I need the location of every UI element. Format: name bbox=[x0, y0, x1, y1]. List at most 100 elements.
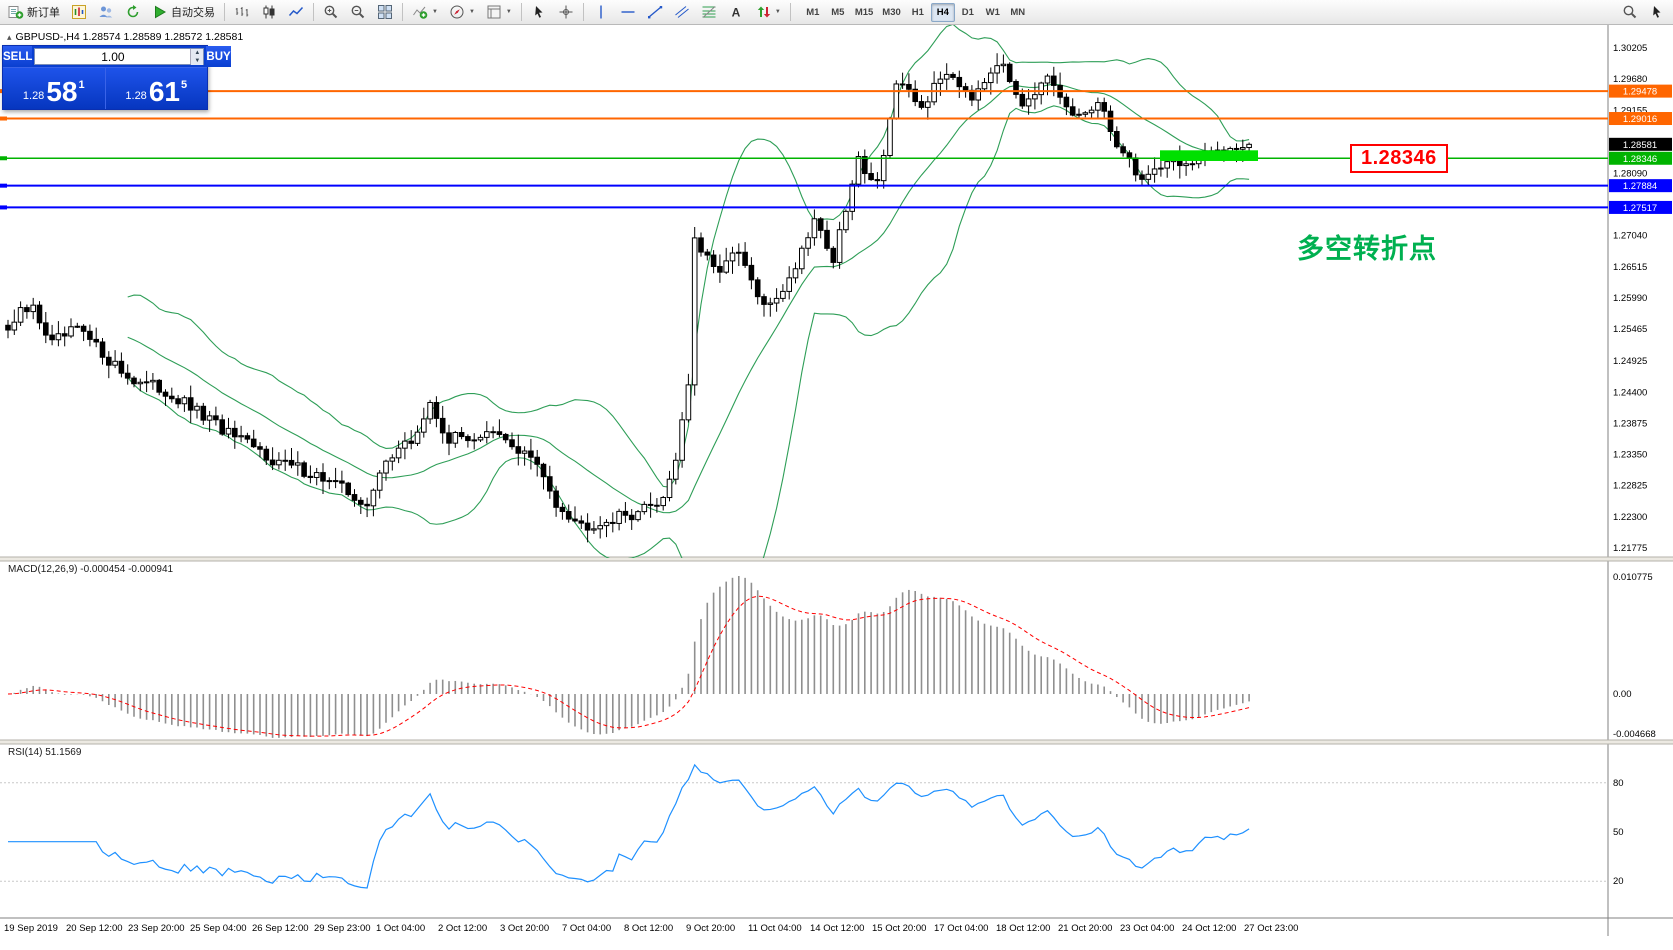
refresh-button[interactable] bbox=[120, 2, 146, 23]
sell-button[interactable]: SELL bbox=[3, 46, 33, 67]
templates-button[interactable]: ▼ bbox=[481, 2, 517, 23]
svg-text:1.27884: 1.27884 bbox=[1623, 181, 1657, 192]
svg-text:23 Sep 20:00: 23 Sep 20:00 bbox=[128, 923, 185, 934]
turning-point-annotation: 多空转折点 bbox=[1297, 234, 1437, 264]
svg-text:80: 80 bbox=[1613, 778, 1624, 789]
vline-button[interactable] bbox=[588, 2, 614, 23]
svg-text:0.010775: 0.010775 bbox=[1613, 572, 1653, 583]
timeframe-m1-button[interactable]: M1 bbox=[806, 6, 820, 18]
macd-panel[interactable] bbox=[0, 561, 1608, 740]
crosshair-button[interactable] bbox=[553, 2, 579, 23]
new-chart-button[interactable] bbox=[66, 2, 92, 23]
panel-divider[interactable] bbox=[0, 740, 1673, 744]
svg-text:1.25465: 1.25465 bbox=[1613, 324, 1647, 335]
time-axis[interactable] bbox=[0, 918, 1608, 936]
new-order-button[interactable]: 新订单 bbox=[3, 2, 65, 23]
trendline-icon bbox=[647, 4, 663, 20]
line-chart-button[interactable] bbox=[283, 2, 309, 23]
sell-price-button[interactable]: 1.28 58 1 bbox=[3, 68, 106, 109]
trendline-button[interactable] bbox=[642, 2, 668, 23]
svg-text:1.27517: 1.27517 bbox=[1623, 203, 1657, 214]
chevron-down-icon[interactable]: ▼ bbox=[505, 9, 512, 15]
one-click-collapse-icon[interactable]: ▴ bbox=[7, 31, 12, 42]
chevron-down-icon[interactable]: ▼ bbox=[468, 9, 475, 15]
buy-price-button[interactable]: 1.28 61 5 bbox=[105, 68, 207, 109]
objects-button[interactable]: ▼ bbox=[444, 2, 480, 23]
sell-price-prefix: 1.28 bbox=[22, 90, 45, 102]
zoom-in-button[interactable] bbox=[318, 2, 344, 23]
timeframe-m15-button[interactable]: M15 bbox=[854, 6, 874, 18]
svg-text:1 Oct 04:00: 1 Oct 04:00 bbox=[376, 923, 425, 934]
candle-chart-button[interactable] bbox=[256, 2, 282, 23]
buy-button[interactable]: BUY bbox=[206, 46, 231, 67]
horizontal-levels[interactable] bbox=[0, 89, 1608, 210]
text-button[interactable]: A bbox=[723, 2, 749, 23]
main-chart-panel[interactable] bbox=[0, 25, 1608, 557]
panel-divider[interactable] bbox=[0, 557, 1673, 561]
toolbar-separator bbox=[313, 3, 314, 21]
search-icon bbox=[1622, 4, 1638, 20]
volume-up-button[interactable]: ▲ bbox=[191, 49, 204, 57]
timeframe-m5-button[interactable]: M5 bbox=[831, 6, 845, 18]
arrows-icon bbox=[755, 4, 771, 20]
candles-layer[interactable] bbox=[5, 53, 1252, 543]
rsi-indicator-label: RSI(14) 51.1569 bbox=[8, 747, 82, 758]
toolbar-separator bbox=[520, 3, 522, 21]
profiles-button[interactable] bbox=[93, 2, 119, 23]
price-axis[interactable] bbox=[1608, 25, 1673, 918]
macd-signal-line bbox=[7, 595, 1250, 737]
macd-axis: 0.010775 0.00 -0.004668 bbox=[1613, 572, 1656, 740]
main-toolbar: 新订单 自动交易 ▼ ▼ ▼ A ▼ M1 M5 M15 M30 H1 H4 D1 W1 MN bbox=[0, 0, 1673, 25]
tile-windows-button[interactable] bbox=[372, 2, 398, 23]
one-click-header: SELL ▲ ▼ BUY bbox=[3, 46, 231, 68]
svg-text:1.30205: 1.30205 bbox=[1613, 43, 1647, 54]
timeframe-h4-button[interactable]: H4 bbox=[930, 2, 955, 22]
buy-price-prefix: 1.28 bbox=[125, 90, 147, 102]
svg-text:1.28346: 1.28346 bbox=[1623, 154, 1657, 165]
tile-icon bbox=[377, 4, 393, 20]
svg-text:3 Oct 20:00: 3 Oct 20:00 bbox=[500, 923, 549, 934]
cursor-button[interactable] bbox=[526, 2, 552, 23]
compass-icon bbox=[449, 4, 465, 20]
search-button[interactable] bbox=[1617, 2, 1643, 23]
indicators-button[interactable]: ▼ bbox=[407, 2, 443, 23]
svg-text:1.21775: 1.21775 bbox=[1613, 543, 1647, 554]
new-order-icon bbox=[8, 4, 24, 20]
chevron-down-icon[interactable]: ▼ bbox=[432, 9, 438, 15]
svg-text:20 Sep 12:00: 20 Sep 12:00 bbox=[66, 923, 123, 934]
chevron-down-icon[interactable]: ▼ bbox=[774, 9, 781, 15]
svg-text:1.27040: 1.27040 bbox=[1613, 231, 1647, 242]
fibo-button[interactable] bbox=[696, 2, 722, 23]
arrows-button[interactable]: ▼ bbox=[750, 2, 786, 23]
price-callout[interactable]: 1.28346 bbox=[1350, 144, 1448, 173]
hline-button[interactable] bbox=[615, 2, 641, 23]
cursor-mode-button[interactable] bbox=[1644, 2, 1670, 23]
auto-trading-button[interactable]: 自动交易 bbox=[147, 2, 220, 23]
rsi-panel[interactable] bbox=[0, 744, 1608, 918]
zoom-out-button[interactable] bbox=[345, 2, 371, 23]
volume-spinner: ▲ ▼ bbox=[190, 49, 204, 65]
timeframe-h1-button[interactable]: H1 bbox=[911, 6, 924, 18]
highlight-zone[interactable] bbox=[1160, 150, 1258, 161]
rsi-axis: 80 50 20 bbox=[1613, 778, 1624, 887]
cursor-icon bbox=[1649, 4, 1665, 20]
toolbar-separator bbox=[582, 3, 584, 21]
timeframe-d1-button[interactable]: D1 bbox=[961, 6, 974, 18]
channel-button[interactable] bbox=[669, 2, 695, 23]
crosshair-icon bbox=[558, 4, 574, 20]
play-icon bbox=[152, 4, 168, 20]
svg-text:A: A bbox=[732, 6, 741, 20]
volume-input[interactable] bbox=[35, 49, 191, 64]
timeframe-w1-button[interactable]: W1 bbox=[985, 6, 1000, 18]
timeframe-mn-button[interactable]: MN bbox=[1010, 6, 1026, 18]
indicators-icon bbox=[412, 4, 428, 20]
timeframe-m30-button[interactable]: M30 bbox=[882, 6, 901, 18]
refresh-icon bbox=[125, 4, 141, 20]
bar-chart-button[interactable] bbox=[229, 2, 255, 23]
volume-stepper: ▲ ▼ bbox=[34, 48, 205, 65]
candles-icon bbox=[261, 4, 277, 20]
line-icon bbox=[288, 4, 304, 20]
volume-down-button[interactable]: ▼ bbox=[191, 57, 204, 65]
time-axis-labels: 19 Sep 2019 20 Sep 12:00 23 Sep 20:00 25 Se… bbox=[4, 923, 1298, 934]
